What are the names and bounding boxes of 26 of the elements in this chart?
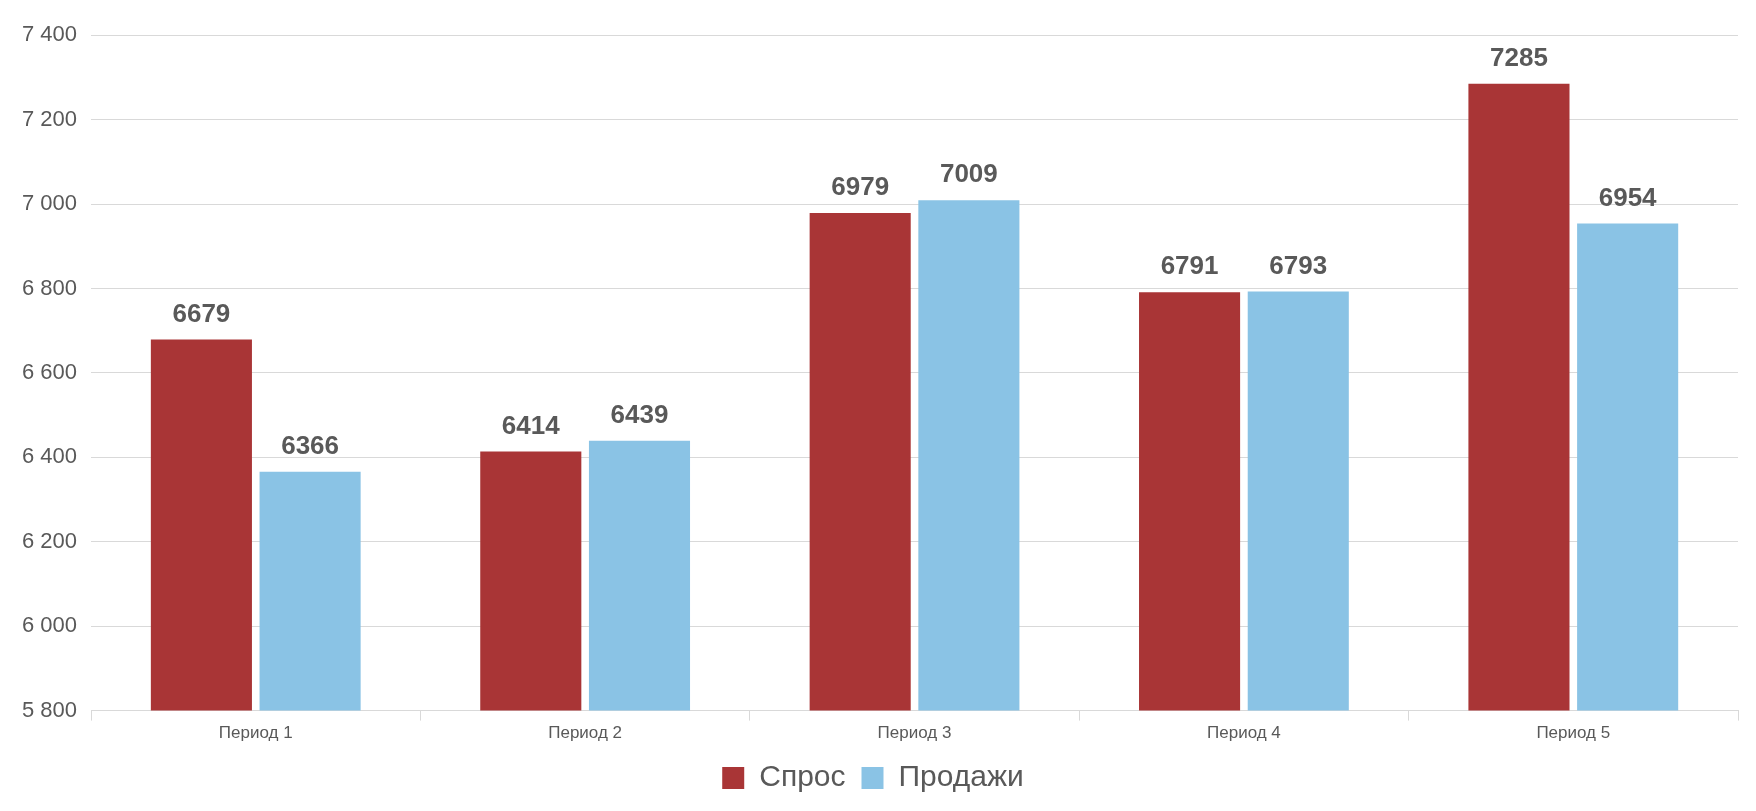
data-label: 7285 (1490, 41, 1548, 72)
y-tick-label: 6 600 (21, 358, 78, 384)
y-tick-label: 6 200 (21, 527, 78, 553)
data-label: 6439 (610, 399, 669, 430)
y-tick-label: 6 400 (21, 443, 78, 469)
data-label: 6791 (1160, 250, 1219, 281)
data-label: 6679 (172, 297, 231, 328)
x-tick-label: Период 2 (548, 723, 623, 743)
data-label: 6979 (831, 171, 890, 202)
x-tick-label: Период 5 (1536, 723, 1611, 743)
y-tick-label: 6 000 (21, 612, 78, 638)
legend-label: Продажи (898, 759, 1024, 793)
x-tick-label: Период 4 (1207, 723, 1281, 743)
legend-label: Спрос (759, 759, 846, 793)
y-tick-label: 6 800 (21, 274, 78, 300)
y-tick-label: 7 400 (21, 21, 78, 47)
data-label: 6793 (1269, 249, 1328, 280)
y-tick-label: 5 800 (21, 696, 78, 722)
data-label: 6414 (501, 409, 561, 440)
x-tick-label: Период 3 (877, 723, 952, 743)
data-label: 6954 (1598, 181, 1658, 212)
x-tick-label: Период 1 (218, 723, 293, 743)
y-tick-label: 7 000 (21, 190, 78, 216)
data-label: 6366 (281, 429, 340, 460)
y-tick-label: 7 200 (21, 105, 78, 131)
data-label: 7009 (939, 158, 998, 189)
